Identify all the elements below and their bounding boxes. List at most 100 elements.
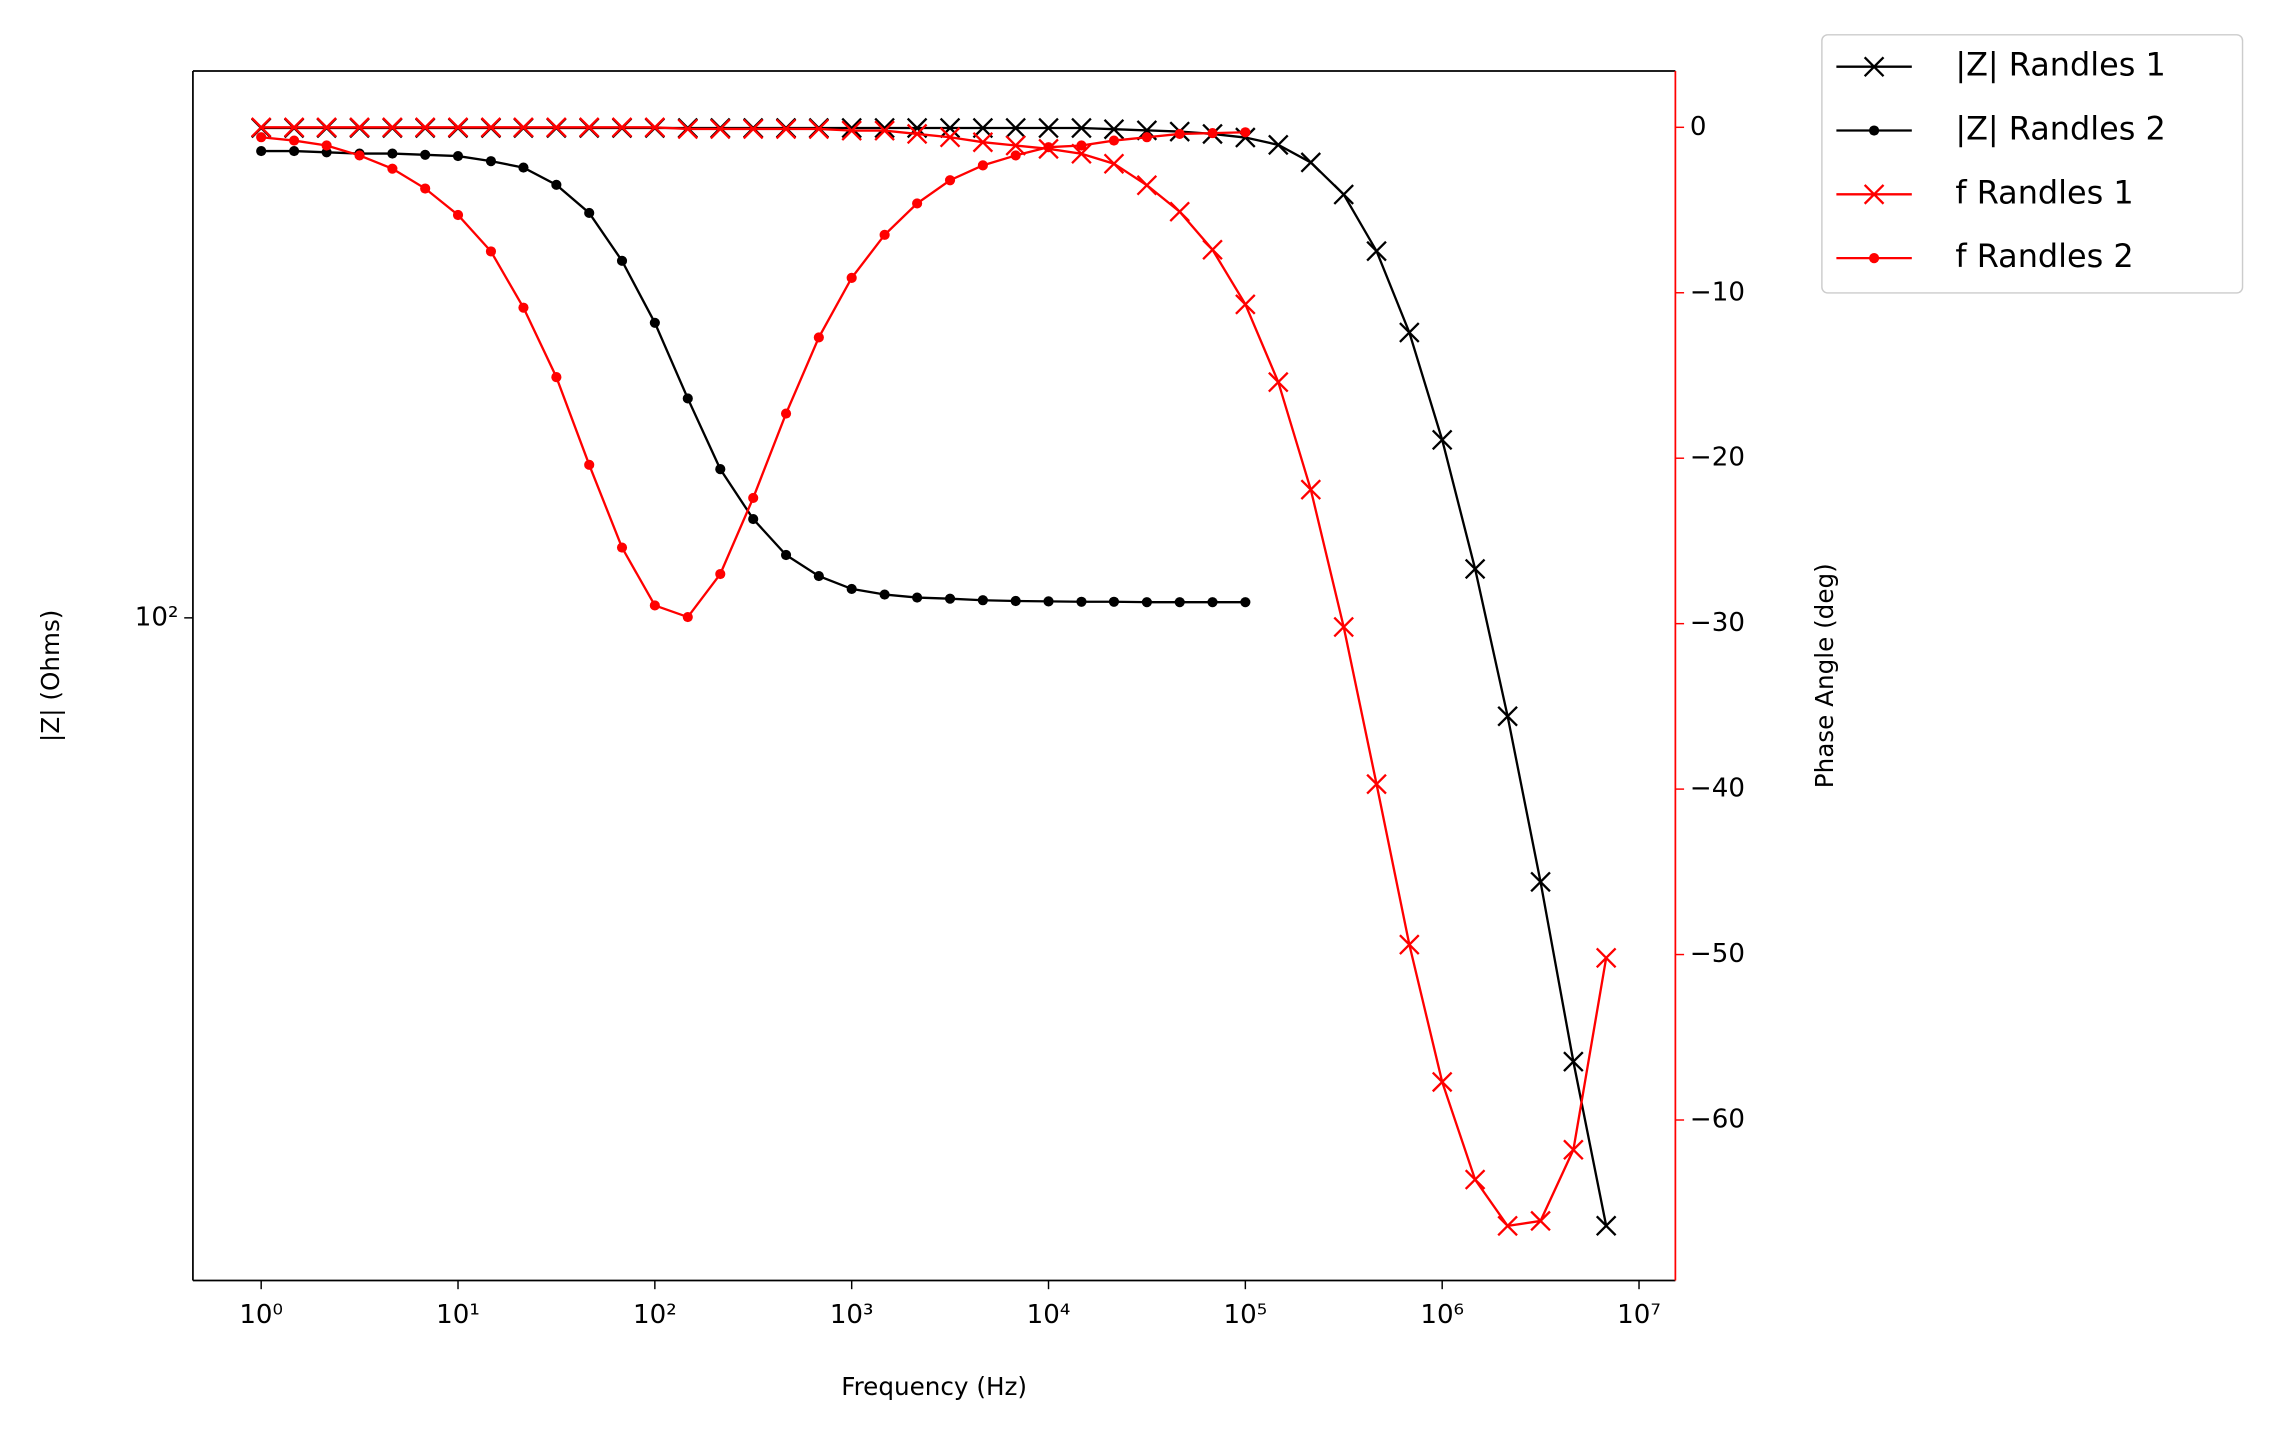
marker-x — [972, 131, 994, 153]
marker-x — [1497, 1215, 1518, 1237]
marker-dot — [485, 156, 497, 167]
x-tick-label: 10³ — [830, 1300, 874, 1330]
marker-x — [1071, 117, 1092, 139]
marker-x — [841, 117, 862, 139]
marker-dot — [518, 162, 529, 173]
marker-x — [1071, 143, 1092, 165]
marker-x — [1202, 239, 1223, 260]
marker-x — [677, 118, 699, 140]
marker-dot — [321, 140, 332, 151]
marker-dot — [846, 583, 857, 594]
marker-dot — [420, 149, 431, 160]
marker-x — [250, 117, 272, 138]
legend-label: |Z| Randles 1 — [1955, 46, 2165, 84]
marker-x — [1268, 134, 1289, 156]
marker-x — [775, 118, 797, 140]
marker-dot — [649, 317, 660, 328]
marker-dot — [1174, 597, 1185, 608]
y2-tick-label: −20 — [1690, 443, 1745, 473]
marker-x — [939, 117, 961, 139]
marker-dot — [1108, 135, 1120, 146]
legend-label: f Randles 1 — [1955, 173, 2133, 211]
marker-x — [480, 117, 502, 138]
marker-dot — [715, 464, 726, 475]
x-tick-label: 10⁴ — [1027, 1300, 1071, 1330]
marker-dot — [289, 145, 300, 157]
marker-x — [1333, 616, 1354, 638]
marker-dot — [289, 135, 300, 146]
marker-dot — [256, 132, 267, 143]
marker-x — [1366, 240, 1387, 262]
marker-x — [1497, 706, 1518, 727]
marker-dot — [551, 372, 562, 383]
marker-x — [1399, 934, 1420, 955]
legend-marker — [1863, 184, 1885, 205]
marker-dot — [1010, 595, 1021, 607]
marker-x — [1595, 947, 1617, 969]
y2-tick-label: −60 — [1690, 1105, 1745, 1135]
marker-dot — [1240, 597, 1251, 608]
marker-dot — [452, 150, 464, 162]
marker-dot — [682, 611, 693, 623]
marker-dot — [912, 592, 923, 603]
marker-x — [1300, 479, 1322, 500]
marker-x — [1530, 871, 1551, 893]
marker-dot — [452, 209, 464, 221]
marker-dot — [420, 183, 431, 194]
marker-x — [1431, 1071, 1453, 1093]
marker-dot — [813, 332, 824, 343]
marker-dot — [748, 513, 759, 525]
x-tick-label: 10⁰ — [239, 1300, 283, 1330]
legend-label: f Randles 2 — [1955, 237, 2133, 275]
marker-x — [1595, 1215, 1617, 1236]
marker-dot — [1076, 596, 1087, 607]
marker-dot — [387, 148, 398, 159]
marker-x — [1136, 174, 1158, 196]
marker-x — [874, 117, 895, 139]
x-tick-label: 10² — [633, 1300, 677, 1330]
marker-x — [1268, 371, 1289, 393]
series-line — [261, 149, 1246, 604]
marker-x — [1366, 773, 1387, 795]
marker-x — [808, 118, 830, 140]
marker-x — [1103, 153, 1125, 174]
legend-box — [1821, 34, 2244, 294]
x-tick-label: 10⁶ — [1420, 1300, 1464, 1330]
marker-x — [349, 117, 370, 138]
marker-dot — [944, 175, 956, 186]
marker-dot — [748, 492, 759, 503]
marker-dot — [387, 163, 398, 174]
marker-x — [1464, 1169, 1486, 1190]
marker-dot — [518, 302, 529, 313]
x-tick-label: 10¹ — [436, 1300, 480, 1330]
marker-x — [742, 118, 764, 140]
marker-x — [1530, 1210, 1551, 1232]
marker-dot — [354, 150, 365, 161]
marker-dot — [616, 542, 628, 553]
marker-x — [1235, 294, 1256, 315]
marker-dot — [1043, 596, 1054, 607]
marker-dot — [879, 229, 890, 240]
marker-dot — [846, 272, 857, 283]
legend-marker — [1869, 253, 1880, 264]
marker-dot — [1174, 128, 1185, 140]
marker-x — [1300, 152, 1322, 173]
marker-x — [1563, 1051, 1584, 1072]
marker-x — [1563, 1139, 1584, 1161]
marker-x — [1103, 118, 1125, 140]
y-tick-label: 10² — [135, 602, 179, 632]
marker-x — [1005, 117, 1026, 139]
marker-x — [546, 117, 567, 138]
marker-x — [414, 117, 436, 138]
marker-x — [513, 117, 534, 138]
marker-x — [283, 117, 305, 138]
marker-dot — [1108, 596, 1120, 607]
marker-x — [1038, 117, 1059, 139]
series-line — [261, 126, 1608, 1226]
series-line — [261, 131, 1246, 619]
marker-dot — [682, 393, 693, 404]
marker-x — [1169, 201, 1190, 222]
marker-dot — [780, 549, 792, 561]
marker-x — [906, 123, 928, 145]
marker-dot — [485, 246, 497, 257]
